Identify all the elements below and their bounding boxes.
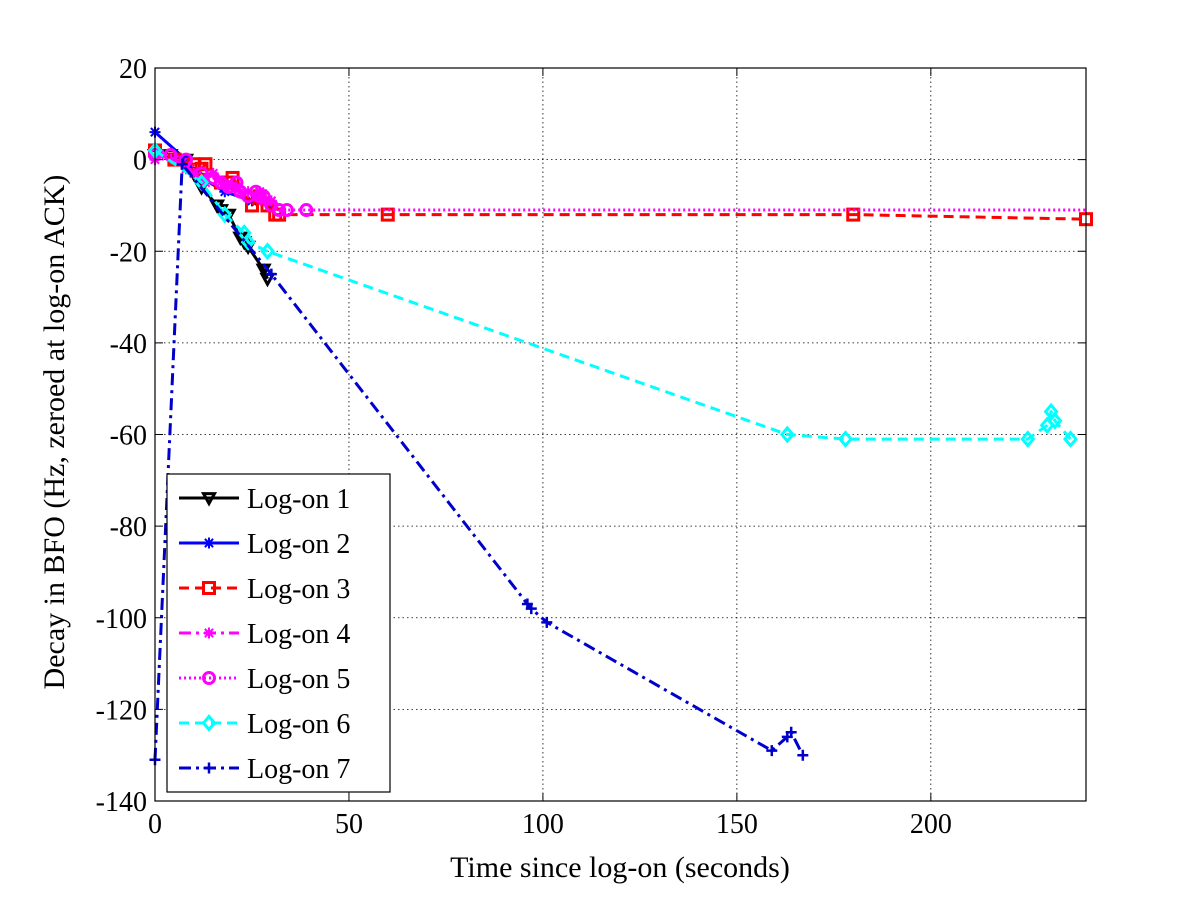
data-point — [223, 181, 235, 193]
series-line-6 — [154, 149, 1072, 441]
legend-item-4[interactable]: Log-on 4 — [179, 619, 350, 650]
data-point — [785, 726, 797, 738]
x-axis-label: Time since log-on (seconds) — [450, 851, 790, 884]
data-point — [779, 425, 795, 444]
data-point — [525, 603, 537, 615]
series-line-7 — [153, 162, 805, 760]
data-point — [176, 158, 188, 170]
legend-item-5[interactable]: Log-on 5 — [179, 664, 350, 695]
series-line-3 — [154, 149, 1087, 221]
x-tick-label: 100 — [522, 809, 564, 840]
legend-label: Log-on 2 — [247, 529, 350, 560]
data-point — [215, 177, 227, 189]
data-point — [194, 166, 209, 181]
legend-item-2[interactable]: Log-on 2 — [179, 529, 350, 560]
legend-swatch-marker — [201, 714, 217, 732]
y-tick-label: -60 — [110, 421, 147, 452]
data-point — [1047, 411, 1063, 430]
y-tick-label: 0 — [133, 146, 147, 177]
legend-item-6[interactable]: Log-on 6 — [179, 709, 350, 740]
legend-swatch-marker — [203, 762, 215, 774]
legend-label: Log-on 3 — [247, 574, 350, 605]
legend-swatch-marker — [202, 671, 216, 685]
y-tick-label: -20 — [110, 237, 147, 268]
data-point — [1063, 430, 1078, 448]
series-group — [146, 126, 1093, 766]
data-point — [766, 745, 778, 757]
legend-swatch-marker — [203, 537, 215, 549]
y-tick-label: -80 — [110, 512, 147, 543]
data-point — [1020, 430, 1036, 448]
y-tick-label: 20 — [119, 54, 147, 85]
data-point — [541, 616, 553, 628]
data-point — [380, 207, 395, 222]
data-point — [797, 749, 809, 761]
x-tick-label: 200 — [910, 809, 952, 840]
data-point — [260, 242, 275, 261]
data-point — [279, 203, 294, 218]
legend-label: Log-on 1 — [247, 484, 350, 515]
y-tick-label: -120 — [96, 695, 147, 726]
y-tick-label: -40 — [110, 329, 147, 360]
y-tick-label: -140 — [96, 787, 147, 818]
legend-swatch-marker — [202, 581, 216, 595]
legend-item-7[interactable]: Log-on 7 — [179, 754, 350, 785]
legend-swatch-marker — [200, 492, 218, 507]
legend-item-3[interactable]: Log-on 3 — [179, 574, 350, 605]
data-point — [265, 268, 277, 280]
x-tick-label: 150 — [716, 809, 758, 840]
legend-label: Log-on 5 — [247, 664, 350, 695]
data-point — [838, 430, 853, 448]
x-tick-label: 50 — [335, 809, 363, 840]
grid-lines — [155, 68, 1086, 801]
series-5 — [148, 148, 1086, 218]
data-point — [188, 167, 200, 179]
legend-label: Log-on 7 — [247, 754, 350, 785]
x-tick-label: 0 — [148, 809, 162, 840]
y-tick-label: -100 — [96, 604, 147, 635]
legend-swatch-marker — [203, 627, 215, 639]
data-point — [299, 203, 314, 218]
legend[interactable]: Log-on 1 Log-on 2 Log-on 3 Log-on 4 Log-on 5… — [166, 473, 391, 793]
legend-label: Log-on 6 — [247, 709, 350, 740]
y-axis-label: Decay in BFO (Hz, zeroed at log-on ACK) — [38, 175, 71, 690]
legend-label: Log-on 4 — [247, 619, 350, 650]
data-point — [256, 189, 271, 204]
data-point — [272, 203, 287, 218]
legend-item-1[interactable]: Log-on 1 — [179, 484, 350, 515]
